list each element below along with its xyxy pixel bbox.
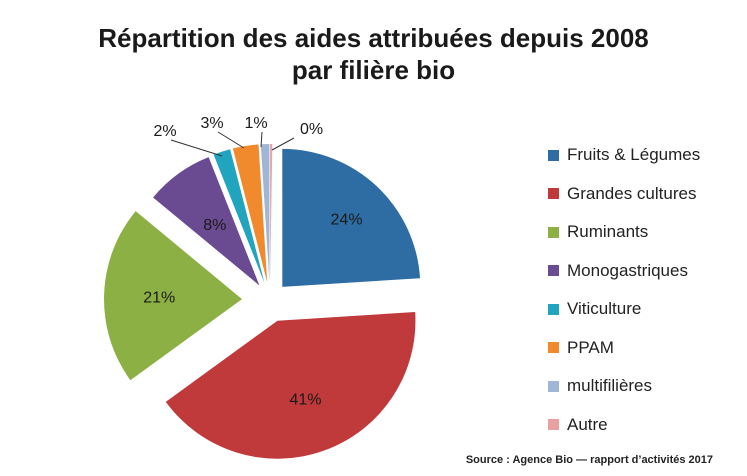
chart-legend: Fruits & Légumes Grandes cultures Ruminant… [548,136,700,444]
legend-label: Grandes cultures [567,183,697,203]
leader-line-ppam [217,131,245,149]
legend-label: PPAM [567,337,614,357]
legend-label: Monogastriques [567,260,688,280]
chart-title: Répartition des aides attribuées depuis … [0,22,747,86]
legend-swatch [548,303,559,315]
legend-item-multifilieres: multifilières [548,367,700,406]
legend-label: Fruits & Légumes [567,145,701,165]
legend-swatch [548,226,559,238]
leader-line-autre [271,137,295,151]
data-label-viticulture: 2% [153,123,176,140]
data-label-multifilieres: 1% [244,115,267,132]
legend-swatch [548,342,559,354]
legend-swatch [548,149,559,161]
pie-slice-ruminants [104,211,243,381]
legend-swatch [548,188,559,200]
pie-slice-ppam [232,144,268,283]
legend-swatch [548,419,559,431]
legend-item-viticulture: Viticulture [548,290,700,329]
data-label-fruits-legumes: 24% [331,211,363,228]
legend-label: Autre [567,414,608,434]
legend-swatch [548,265,559,277]
data-label-ruminants: 21% [143,290,175,307]
legend-label: Ruminants [567,222,649,242]
source-note: Source : Agence Bio — rapport d’activité… [465,454,713,466]
legend-label: Viticulture [567,299,642,319]
legend-item-grandes-cultures: Grandes cultures [548,175,700,214]
pie-slice-grandes-cultures [165,312,416,459]
leader-line-multifilieres [260,131,263,148]
pie-slice-fruits-legumes [282,148,421,287]
legend-label: multifilières [567,376,653,396]
chart-title-line1: Répartition des aides attribuées depuis … [98,23,649,53]
leader-line-viticulture [170,139,223,157]
legend-item-fruits-legumes: Fruits & Légumes [548,136,700,175]
data-label-grandes-cultures: 41% [289,392,321,409]
legend-item-autre: Autre [548,406,700,445]
chart-title-line2: par filière bio [291,55,456,85]
legend-item-ppam: PPAM [548,329,700,368]
legend-swatch [548,380,559,392]
pie-slice-multifilieres [260,144,270,283]
data-label-monogastriques: 8% [203,217,226,234]
pie-slice-viticulture [213,149,265,283]
data-label-ppam: 3% [200,115,223,132]
legend-item-monogastriques: Monogastriques [548,252,700,291]
data-label-autre: 0% [300,121,323,138]
legend-item-ruminants: Ruminants [548,213,700,252]
pie-slice-monogastriques [153,157,260,286]
pie-slice-autre [270,144,273,283]
